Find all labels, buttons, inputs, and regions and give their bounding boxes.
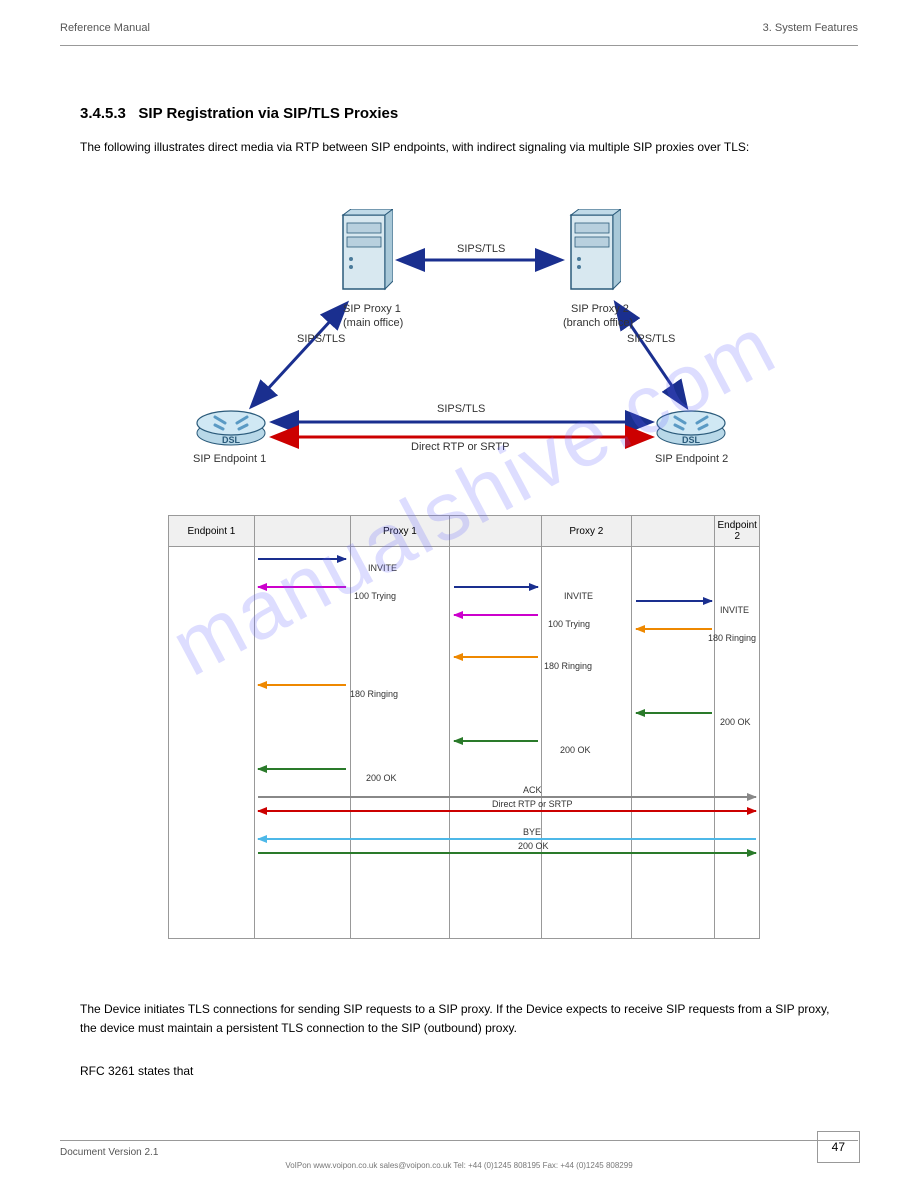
svg-text:DSL: DSL	[682, 435, 701, 445]
proxy1-sublabel: (main office)	[343, 317, 403, 329]
section-title: 3.4.5.3 SIP Registration via SIP/TLS Pro…	[80, 105, 398, 122]
header-right: 3. System Features	[763, 22, 858, 34]
page-header: Reference Manual 3. System Features	[60, 22, 858, 34]
after-paragraph-1: The Device initiates TLS connections for…	[80, 1000, 838, 1038]
conn-label-sips: SIPS/TLS	[457, 243, 505, 255]
conn-label-rtp: Direct RTP or SRTP	[411, 441, 509, 453]
endpoint2-label: SIP Endpoint 2	[655, 453, 728, 465]
page-footer: Document Version 2.1	[60, 1140, 858, 1158]
server-icon-proxy1	[337, 209, 393, 297]
th-endpoint1: Endpoint 1	[169, 516, 255, 547]
th-blank3	[631, 516, 715, 547]
intro-text: The following illustrates direct media v…	[80, 138, 838, 156]
conn-label-sips3: SIPS/TLS	[627, 333, 675, 345]
flow-table-container: Endpoint 1 Proxy 1 Proxy 2 Endpoint 2 IN…	[168, 515, 760, 939]
endpoint1-label: SIP Endpoint 1	[193, 453, 266, 465]
dsl-icon-endpoint2: DSL	[655, 405, 727, 447]
th-endpoint2: Endpoint 2	[715, 516, 760, 547]
header-left: Reference Manual	[60, 22, 150, 34]
network-diagram: SIP Proxy 1 (main office) SIP Proxy 2 (b…	[195, 205, 725, 485]
page-number: 47	[817, 1131, 860, 1163]
after-paragraph-2: RFC 3261 states that	[80, 1062, 838, 1081]
flow-table: Endpoint 1 Proxy 1 Proxy 2 Endpoint 2	[168, 515, 760, 939]
server-icon-proxy2	[565, 209, 621, 297]
footer-center: VoIPon www.voipon.co.uk sales@voipon.co.…	[60, 1161, 858, 1170]
proxy2-sublabel: (branch office)	[563, 317, 633, 329]
proxy1-label: SIP Proxy 1	[343, 303, 401, 315]
svg-text:DSL: DSL	[222, 435, 241, 445]
conn-label-sips2: SIPS/TLS	[297, 333, 345, 345]
th-proxy1: Proxy 1	[350, 516, 450, 547]
conn-label-sips4: SIPS/TLS	[437, 403, 485, 415]
header-rule	[60, 45, 858, 46]
th-blank2	[450, 516, 542, 547]
footer-left: Document Version 2.1	[60, 1147, 158, 1158]
th-proxy2: Proxy 2	[541, 516, 631, 547]
table-header-row: Endpoint 1 Proxy 1 Proxy 2 Endpoint 2	[169, 516, 760, 547]
dsl-icon-endpoint1: DSL	[195, 405, 267, 447]
proxy2-label: SIP Proxy 2	[571, 303, 629, 315]
th-blank1	[254, 516, 350, 547]
